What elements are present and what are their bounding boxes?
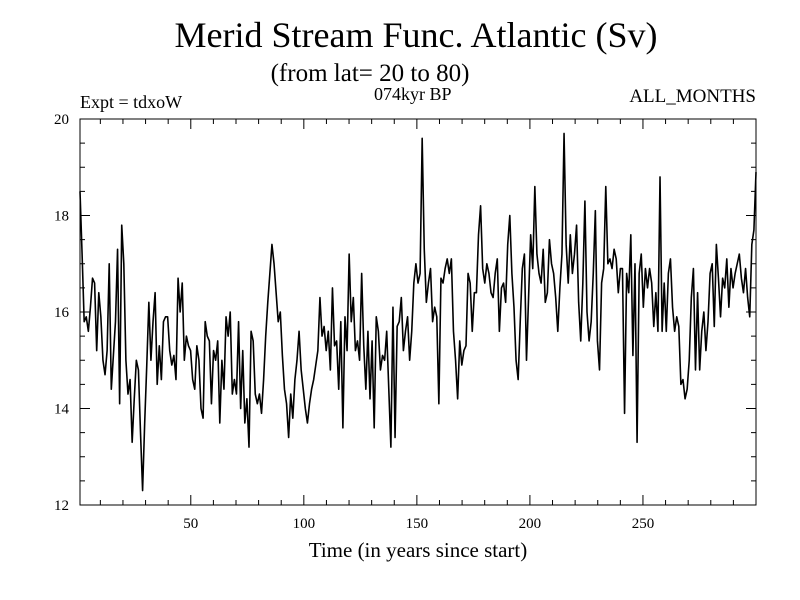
y-tick-label: 12: [54, 498, 69, 514]
x-tick-label: 100: [293, 516, 316, 532]
axis-ticks: [80, 119, 756, 505]
x-tick-label: 150: [406, 516, 429, 532]
period-label: 074kyr BP: [374, 84, 452, 104]
x-tick-label: 200: [519, 516, 542, 532]
months-label: ALL_MONTHS: [629, 86, 756, 107]
chart-subtitle: (from lat= 20 to 80): [270, 60, 470, 87]
y-tick-label: 16: [54, 305, 70, 321]
x-axis-label: Time (in years since start): [308, 538, 528, 562]
y-tick-label: 18: [54, 209, 69, 225]
x-tick-label: 50: [183, 516, 198, 532]
experiment-label: Expt = tdxoW: [80, 92, 183, 112]
x-tick-label: 250: [632, 516, 655, 532]
series-line: [79, 132, 757, 492]
y-tick-label: 20: [54, 112, 69, 128]
plot-frame: [79, 118, 757, 506]
chart-title: Merid Stream Func. Atlantic (Sv): [174, 15, 658, 55]
y-tick-label: 14: [54, 402, 70, 418]
axis-tick-labels: 50 100 150 200 250 12 14 16 18 20: [54, 112, 654, 532]
